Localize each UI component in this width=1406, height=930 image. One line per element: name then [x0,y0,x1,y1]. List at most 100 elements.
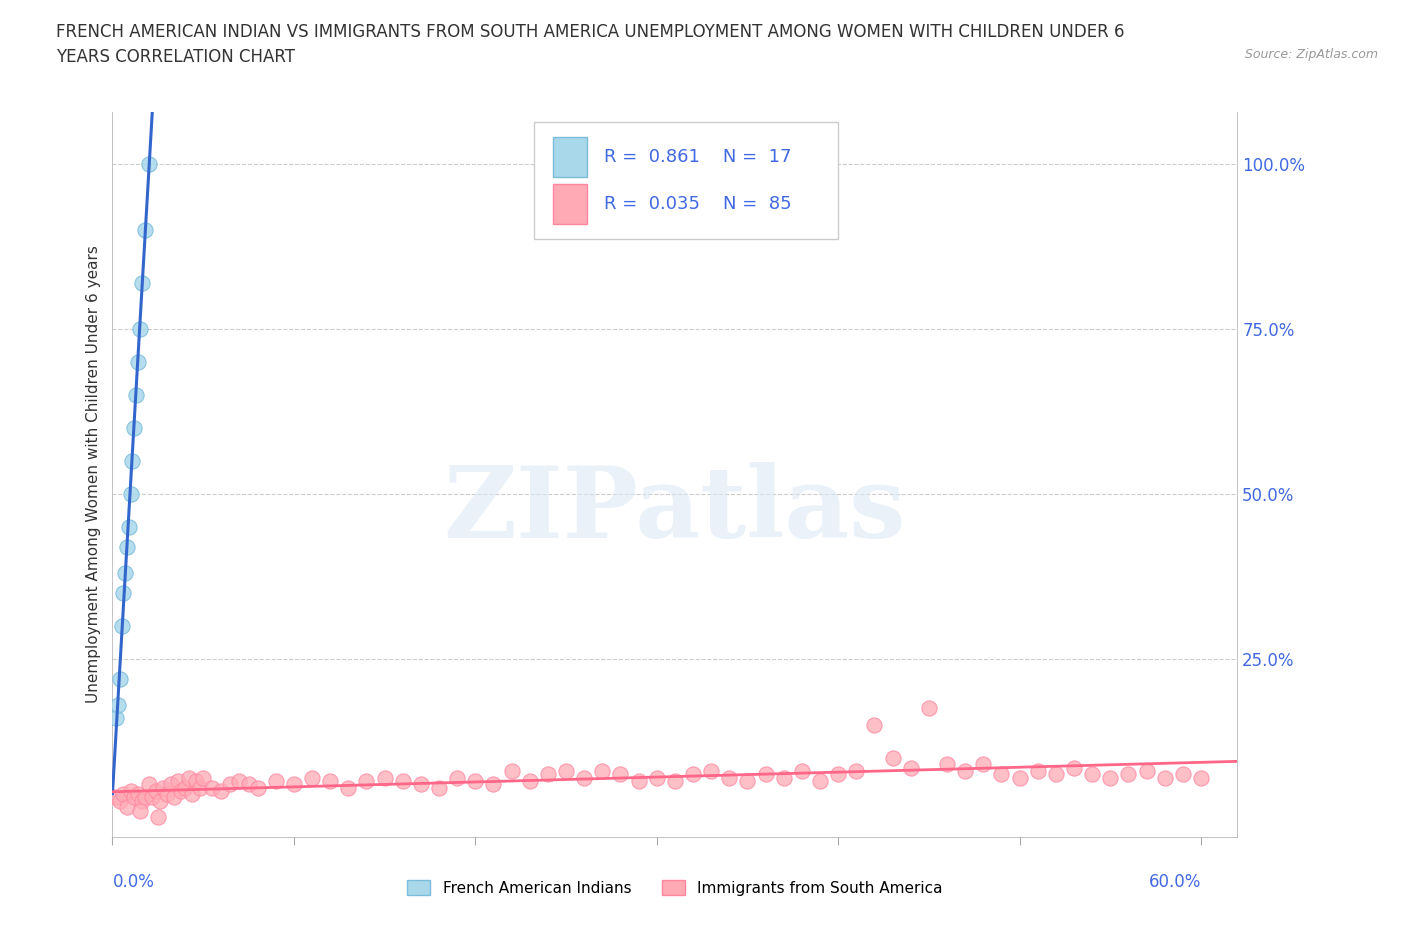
Point [972,757,994,772]
Point [127,354,149,369]
Y-axis label: Unemployment Among Women with Children Under 6 years: Unemployment Among Women with Children U… [86,246,101,703]
Point [374,770,396,785]
Point [1099,770,1122,785]
Point [120,783,142,798]
Point [1171,767,1194,782]
Point [790,764,813,778]
Point [301,770,323,785]
Point [238,777,260,791]
Point [219,777,242,791]
Point [105,790,128,804]
Point [112,787,135,802]
Point [170,783,193,798]
Point [319,774,342,789]
Point [163,790,186,804]
Point [122,790,145,804]
Point [105,711,128,725]
Point [228,774,250,789]
Point [827,767,849,782]
Point [572,770,595,785]
Point [152,780,174,795]
Text: FRENCH AMERICAN INDIAN VS IMMIGRANTS FROM SOUTH AMERICA UNEMPLOYMENT AMONG WOMEN: FRENCH AMERICAN INDIAN VS IMMIGRANTS FRO… [56,23,1125,41]
Point [122,420,145,435]
Text: ZIPatlas: ZIPatlas [444,462,905,559]
Point [1118,767,1140,782]
Point [845,764,868,778]
Point [519,774,541,789]
Point [718,770,741,785]
Text: Source: ZipAtlas.com: Source: ZipAtlas.com [1244,48,1378,61]
Point [141,790,163,804]
Text: 60.0%: 60.0% [1149,873,1201,891]
FancyBboxPatch shape [554,137,588,177]
Point [700,764,723,778]
Point [427,780,450,795]
Point [627,774,650,789]
Point [120,486,142,501]
Point [112,586,135,601]
Point [1008,770,1031,785]
Point [501,764,523,778]
Point [110,618,132,633]
Point [1135,764,1157,778]
Point [108,671,131,686]
Point [936,757,959,772]
Point [446,770,468,785]
Point [682,767,704,782]
Text: 0.0%: 0.0% [112,873,155,891]
Point [264,774,287,789]
Point [609,767,631,782]
Point [128,804,150,818]
Point [145,783,167,798]
Point [156,787,179,802]
Point [201,780,224,795]
Point [193,770,215,785]
Point [555,764,578,778]
Point [645,770,668,785]
Point [184,774,207,789]
Point [127,787,149,802]
Point [772,770,794,785]
Point [131,275,153,290]
Point [1189,770,1212,785]
Point [209,783,232,798]
Point [121,454,143,469]
Point [159,777,181,791]
Point [356,774,378,789]
Point [808,774,831,789]
Point [181,787,204,802]
Point [108,793,131,808]
Point [1026,764,1049,778]
Point [918,701,941,716]
Point [1045,767,1067,782]
Point [107,698,129,712]
Point [114,565,136,580]
Point [900,761,922,776]
Point [146,810,169,825]
Text: YEARS CORRELATION CHART: YEARS CORRELATION CHART [56,48,295,66]
Point [737,774,759,789]
Point [138,157,160,172]
Point [882,751,904,765]
Point [591,764,613,778]
Point [409,777,432,791]
Point [131,793,153,808]
Point [953,764,976,778]
Point [482,777,505,791]
Point [863,717,886,732]
Point [990,767,1012,782]
Point [391,774,413,789]
Point [283,777,305,791]
Point [125,388,148,403]
Point [246,780,269,795]
Text: R =  0.861    N =  17: R = 0.861 N = 17 [605,148,792,166]
Point [664,774,686,789]
Point [755,767,778,782]
Point [337,780,360,795]
Point [1153,770,1175,785]
Legend: French American Indians, Immigrants from South America: French American Indians, Immigrants from… [401,873,949,902]
Point [115,539,138,554]
Point [138,777,160,791]
Text: R =  0.035    N =  85: R = 0.035 N = 85 [605,195,792,213]
FancyBboxPatch shape [534,123,838,239]
